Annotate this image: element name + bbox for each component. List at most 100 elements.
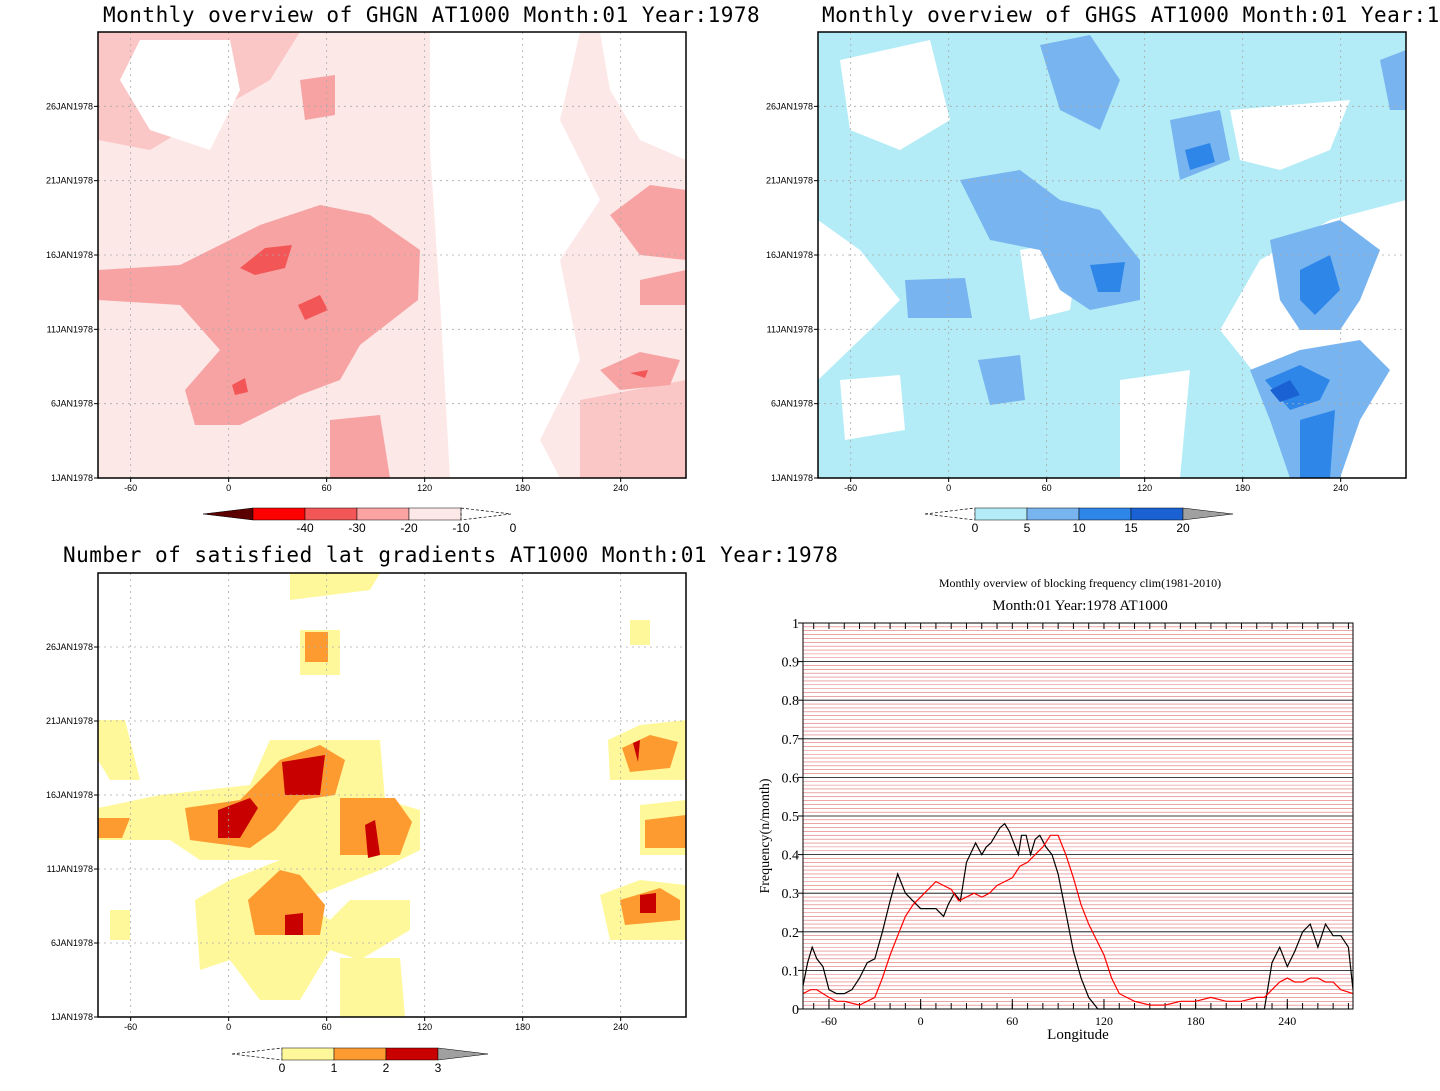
ghgn-contour-region <box>240 245 292 275</box>
gradients-contour-region <box>248 870 325 935</box>
freq-ytick-label: 0 <box>792 1003 799 1018</box>
colorbar-label: 3 <box>435 1061 442 1075</box>
ghgn-contour-region <box>610 185 686 260</box>
ghgn-xtick-label: 120 <box>417 483 432 493</box>
ghgs-contour-region <box>840 40 950 150</box>
gradients-contour-region <box>290 573 380 600</box>
ghgs-contour-region <box>840 375 905 440</box>
gradients-contour-region <box>98 818 130 838</box>
ghgn-contour-region <box>640 270 686 305</box>
freq-ytick-label: 0.8 <box>782 694 800 709</box>
colorbar-box <box>385 1047 439 1061</box>
gradients-contour-region <box>110 910 130 940</box>
colorbar-box <box>1026 507 1080 521</box>
ghgs-xtick-label: 0 <box>946 483 951 493</box>
ghgn-contour-region <box>330 415 390 478</box>
ghgn-frame <box>97 31 687 479</box>
colorbar-label: 0 <box>510 521 517 535</box>
colorbar-box <box>1078 507 1132 521</box>
freq-xlabel: Longitude <box>1047 1027 1109 1043</box>
freq-ytick-label: 0.9 <box>782 656 800 671</box>
ghgn-xtick-label: -60 <box>124 483 137 493</box>
gradients-contour-region <box>365 820 380 858</box>
ghgn-panel: -60 0 60 120 180 240 1JAN1978 6JAN1978 11JAN1978… <box>46 31 687 493</box>
colorbar-box <box>333 1047 387 1061</box>
gradients-xtick-label: -60 <box>124 1022 137 1032</box>
gradients-contour-region <box>340 958 405 1017</box>
gradients-xtick-label: 60 <box>322 1022 332 1032</box>
gradients-contour-region <box>645 815 686 848</box>
freq-ytick-label: 0.6 <box>782 771 800 786</box>
ghgs-ytick-label: 11JAN1978 <box>767 324 813 334</box>
gradients-xtick-label: 120 <box>417 1022 432 1032</box>
ghgn-ytick-label: 16JAN1978 <box>46 250 93 260</box>
colorbar-box <box>281 1047 335 1061</box>
colorbar-label: -10 <box>452 521 470 535</box>
ghgs-contour-region <box>905 278 972 318</box>
ghgs-contour-region <box>1185 143 1215 170</box>
colorbar-label: 5 <box>1024 521 1031 535</box>
ghgn-ytick-label: 6JAN1978 <box>51 399 93 409</box>
freq-ytick-label: 0.2 <box>782 926 800 941</box>
colorbar-label: -40 <box>296 521 314 535</box>
gradients-ytick-label: 11JAN1978 <box>47 864 93 874</box>
ghgs-title: Monthly overview of GHGS AT1000 Month:01… <box>822 3 1440 27</box>
freq-xtick-label: -60 <box>821 1014 837 1028</box>
freq-title-2: Month:01 Year:1978 AT1000 <box>992 598 1168 614</box>
gradients-contour-region <box>640 893 656 913</box>
ghgs-xtick-label: 240 <box>1333 483 1348 493</box>
ghgs-contour-region <box>1090 262 1125 292</box>
colorbar-label: -30 <box>348 521 366 535</box>
colorbar-arrow <box>924 507 976 521</box>
colorbar-label: -20 <box>400 521 418 535</box>
freq-ytick-label: 1 <box>792 617 799 632</box>
colorbar-label: 20 <box>1176 521 1190 535</box>
ghgs-contour-region <box>978 355 1025 405</box>
ghgs-ytick-label: 16JAN1978 <box>766 250 813 260</box>
gradients-xtick-label: 180 <box>515 1022 530 1032</box>
ghgn-contour-region <box>580 380 686 478</box>
colorbar-arrow <box>202 507 254 521</box>
ghgn-contour-region <box>600 32 686 160</box>
gradients-panel: -60 0 60 120 180 240 1JAN1978 6JAN1978 11JAN1978… <box>46 572 687 1032</box>
ghgn-contour-region <box>232 378 248 395</box>
gradients-contour-region <box>305 632 328 662</box>
ghgs-ytick-label: 26JAN1978 <box>766 101 813 111</box>
ghgs-contour-region <box>1120 370 1190 478</box>
gradients-ytick-label: 1JAN1978 <box>51 1012 93 1022</box>
ghgn-title: Monthly overview of GHGN AT1000 Month:01… <box>103 3 761 27</box>
colorbar-box <box>1130 507 1184 521</box>
freq-xtick-label: 240 <box>1278 1014 1296 1028</box>
freq-ytick-label: 0.4 <box>782 849 800 864</box>
gradients-contour-region <box>98 720 140 780</box>
ghgs-contour-region <box>1270 380 1300 402</box>
freq-ylabel: Frequency(n/month) <box>758 778 773 893</box>
colorbar-box <box>356 507 410 521</box>
ghgn-ytick-label: 1JAN1978 <box>51 473 93 483</box>
colorbar-label: 2 <box>383 1061 390 1075</box>
ghgn-ytick-label: 11JAN1978 <box>47 324 93 334</box>
gradients-contours <box>98 573 686 1017</box>
ghgs-xtick-label: 180 <box>1235 483 1250 493</box>
ghgn-ytick-label: 26JAN1978 <box>46 101 93 111</box>
gradients-contour-region <box>218 798 258 838</box>
ghgs-colorbar: 0 5 10 15 20 <box>924 507 1234 535</box>
ghgs-contour-region <box>1300 410 1335 478</box>
ghgn-contours <box>98 32 686 478</box>
ghgn-contour-region <box>430 32 600 478</box>
ghgn-xtick-label: 60 <box>322 483 332 493</box>
ghgs-xtick-label: -60 <box>844 483 857 493</box>
gradients-contour-region <box>633 740 640 762</box>
ghgs-contour-region <box>1230 100 1350 170</box>
colorbar-label: 15 <box>1124 521 1138 535</box>
colorbar-arrow <box>460 507 512 521</box>
freq-xtick-label: 0 <box>918 1014 924 1028</box>
gradients-contour-region <box>282 755 325 795</box>
freq-xtick-label: 60 <box>1006 1014 1018 1028</box>
gradients-contour-region <box>630 620 650 645</box>
colorbar-arrow <box>231 1047 283 1061</box>
freq-ytick-label: 0.3 <box>782 887 800 902</box>
gradients-ytick-label: 26JAN1978 <box>46 642 93 652</box>
gradients-title: Number of satisfied lat gradients AT1000… <box>63 543 839 567</box>
freq-xtick-label: 120 <box>1095 1014 1113 1028</box>
